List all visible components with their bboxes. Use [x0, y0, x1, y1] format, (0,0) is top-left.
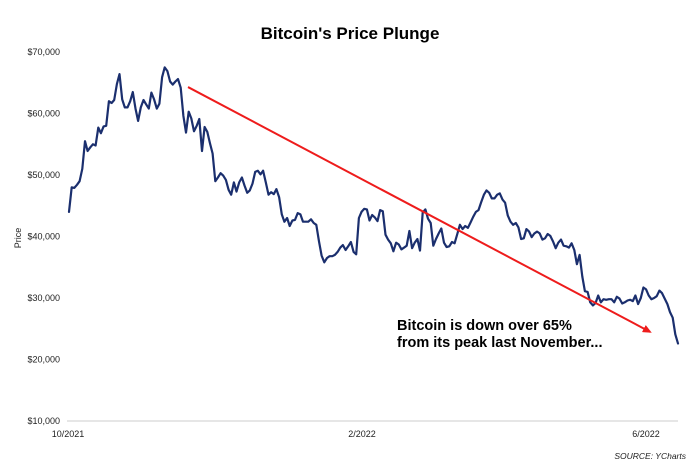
annotation-line-1: Bitcoin is down over 65% [397, 318, 572, 334]
y-tick-label: $70,000 [27, 47, 60, 57]
x-tick-label: 6/2022 [632, 429, 660, 439]
y-tick-labels: $10,000 $20,000 $30,000 $40,000 $50,000 $60,0… [27, 47, 60, 426]
y-axis-label: Price [13, 228, 23, 249]
y-tick-label: $50,000 [27, 170, 60, 180]
trend-arrow [187, 86, 652, 333]
source-label: SOURCE: YCharts [614, 451, 686, 461]
price-series-line [67, 66, 680, 345]
x-tick-label: 10/2021 [52, 429, 85, 439]
x-tick-labels: 10/2021 2/2022 6/2022 [52, 429, 660, 439]
chart-title: Bitcoin's Price Plunge [261, 24, 440, 43]
y-tick-label: $60,000 [27, 109, 60, 119]
y-tick-label: $10,000 [27, 416, 60, 426]
y-tick-label: $40,000 [27, 232, 60, 242]
y-tick-label: $30,000 [27, 293, 60, 303]
y-tick-label: $20,000 [27, 355, 60, 365]
x-tick-label: 2/2022 [348, 429, 376, 439]
annotation-line-2: from its peak last November... [397, 335, 603, 351]
